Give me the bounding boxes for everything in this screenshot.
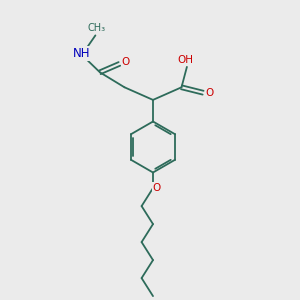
Text: NH: NH	[73, 47, 90, 60]
Text: OH: OH	[177, 55, 194, 65]
Text: O: O	[206, 88, 214, 98]
Text: O: O	[152, 183, 161, 193]
Text: O: O	[122, 57, 130, 68]
Text: CH₃: CH₃	[88, 23, 106, 33]
